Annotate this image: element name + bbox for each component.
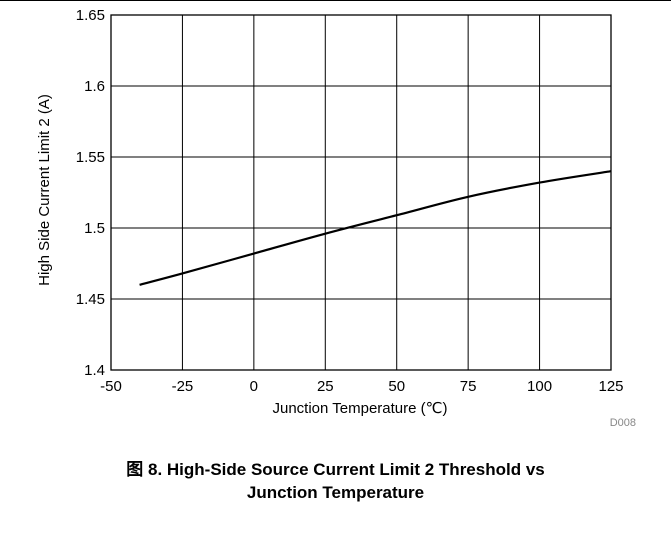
y-tick-label: 1.45 (76, 291, 105, 308)
caption-line-1: 图 8. High-Side Source Current Limit 2 Th… (126, 460, 545, 479)
y-tick-label: 1.4 (84, 362, 105, 379)
figure-code: D008 (610, 417, 636, 429)
x-tick-label: 25 (317, 378, 334, 395)
x-tick-label: 100 (527, 378, 552, 395)
figure-caption: 图 8. High-Side Source Current Limit 2 Th… (0, 458, 671, 504)
x-tick-label: 125 (598, 378, 623, 395)
y-tick-label: 1.5 (84, 220, 105, 237)
y-axis-label: High Side Current Limit 2 (A) (36, 94, 53, 286)
x-tick-label: 50 (388, 378, 405, 395)
x-tick-label: 0 (250, 378, 258, 395)
x-tick-label: -50 (100, 378, 122, 395)
y-tick-label: 1.55 (76, 149, 105, 166)
top-border-line (0, 0, 671, 1)
caption-line-2: Junction Temperature (246, 483, 425, 502)
series-line (139, 170, 612, 286)
y-tick-label: 1.65 (76, 7, 105, 24)
grid-lines (111, 15, 611, 370)
y-tick-label: 1.6 (84, 78, 105, 95)
x-axis-label: Junction Temperature (℃) (273, 400, 448, 417)
x-tick-label: 75 (460, 378, 477, 395)
plot-area-frame (110, 14, 612, 371)
x-axis-tick-labels: -50 -25 0 25 50 75 100 125 (100, 378, 623, 395)
y-axis-tick-labels: 1.4 1.45 1.5 1.55 1.6 1.65 (76, 7, 105, 379)
chart: -50 -25 0 25 50 75 100 125 1.4 1.45 1.5 1.55 1.6 1.6… (36, 7, 636, 429)
series-group (139, 170, 612, 286)
x-tick-label: -25 (172, 378, 194, 395)
